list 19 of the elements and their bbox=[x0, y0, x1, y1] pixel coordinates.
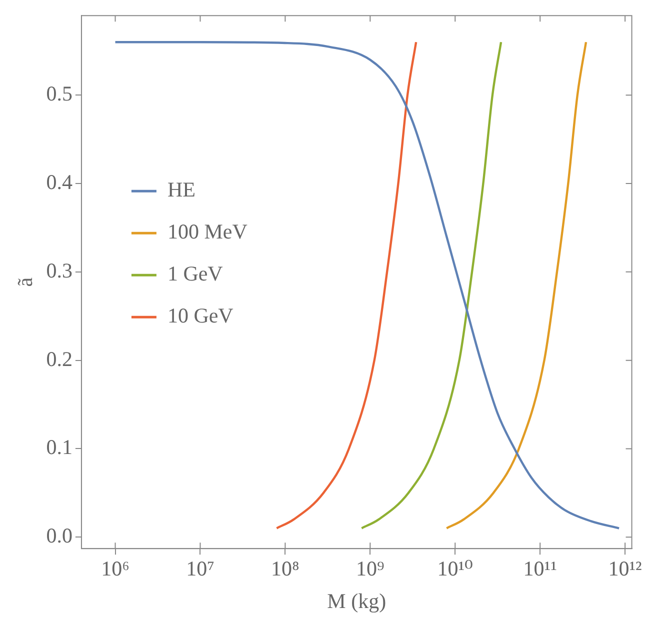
x-tick-label: 10⁹ bbox=[356, 556, 384, 581]
legend-label: HE bbox=[167, 178, 196, 202]
y-tick-label: 0.4 bbox=[46, 170, 73, 194]
y-tick-label: 0.2 bbox=[46, 346, 72, 371]
y-tick-label: 0.0 bbox=[46, 524, 72, 548]
legend-label: 10 GeV bbox=[167, 304, 234, 328]
y-tick-label: 0.3 bbox=[46, 258, 72, 282]
x-tick-label: 10¹² bbox=[608, 556, 642, 581]
x-tick-label: 10⁷ bbox=[186, 556, 214, 581]
y-tick-label: 0.5 bbox=[46, 82, 72, 106]
x-tick-label: 10⁶ bbox=[101, 556, 130, 581]
x-tick-label: 10⁸ bbox=[271, 556, 300, 581]
y-tick-label: 0.1 bbox=[46, 435, 72, 460]
y-axis-title: ã bbox=[13, 276, 38, 287]
legend-label: 1 GeV bbox=[167, 262, 223, 286]
x-axis-title: M (kg) bbox=[327, 588, 386, 613]
legend-label: 100 MeV bbox=[167, 220, 248, 244]
x-tick-label: 10¹¹ bbox=[523, 556, 557, 581]
x-tick-label: 10¹⁰ bbox=[437, 556, 473, 581]
